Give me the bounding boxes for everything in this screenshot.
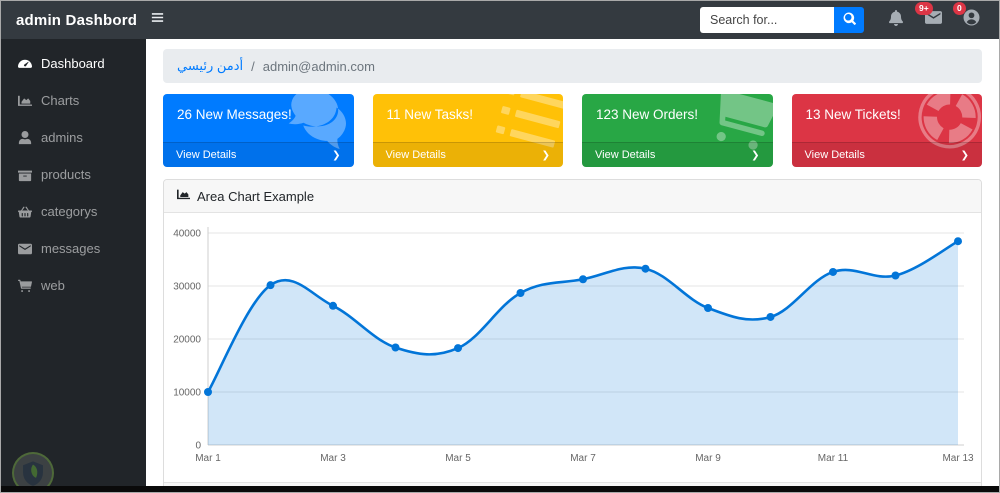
svg-text:10000: 10000 xyxy=(173,388,201,399)
sidebar-item-label: Charts xyxy=(41,93,80,108)
sidebar-item-label: admins xyxy=(41,130,83,145)
bell-icon xyxy=(888,9,904,31)
sidebar-item-label: web xyxy=(41,278,65,293)
sidebar-item-web[interactable]: web xyxy=(1,268,146,303)
stat-card-title: 11 New Tasks! xyxy=(386,107,474,122)
svg-text:Mar 1: Mar 1 xyxy=(195,453,221,464)
svg-text:Mar 13: Mar 13 xyxy=(942,453,974,464)
chevron-right-icon: ❯ xyxy=(541,149,550,161)
bottom-bar xyxy=(1,486,999,492)
chart-area-icon xyxy=(17,94,32,108)
navbar-search xyxy=(700,7,864,33)
view-details-label: View Details xyxy=(804,149,865,161)
chart-card-header: Area Chart Example xyxy=(164,180,981,213)
search-input[interactable] xyxy=(700,7,834,33)
stat-card-tasks[interactable]: 11 New Tasks! View Details ❯ xyxy=(372,94,563,167)
search-button[interactable] xyxy=(834,7,864,33)
stat-card-title: 123 New Orders! xyxy=(596,107,699,122)
box-icon xyxy=(17,168,32,182)
chart-area-icon xyxy=(177,188,190,204)
chevron-right-icon: ❯ xyxy=(751,149,760,161)
area-chart-card: Area Chart Example 0 10000 20000 30000 40000… xyxy=(163,179,982,492)
view-details-link[interactable]: View Details ❯ xyxy=(582,142,773,167)
sidebar-item-label: Dashboard xyxy=(41,56,105,71)
area-chart: 0 10000 20000 30000 40000 Mar 1 Mar 3 Mar 5 Mar … xyxy=(164,213,981,482)
breadcrumb-separator: / xyxy=(251,58,255,74)
alerts-button[interactable] xyxy=(888,9,904,31)
watermark-logo: كفيل xyxy=(10,452,56,492)
chevron-right-icon: ❯ xyxy=(332,149,341,161)
search-icon xyxy=(843,12,856,28)
svg-text:20000: 20000 xyxy=(173,335,201,346)
sidebar-item-admins[interactable]: admins xyxy=(1,120,146,155)
view-details-link[interactable]: View Details ❯ xyxy=(372,142,563,167)
sidebar-item-label: products xyxy=(41,167,91,182)
view-details-label: View Details xyxy=(595,149,656,161)
view-details-link[interactable]: View Details ❯ xyxy=(163,142,354,167)
svg-text:30000: 30000 xyxy=(173,282,201,293)
svg-text:Mar 5: Mar 5 xyxy=(445,453,471,464)
breadcrumb: أدمن رئيسي / admin@admin.com xyxy=(163,49,982,83)
user-icon xyxy=(17,130,32,145)
sidebar-item-categorys[interactable]: categorys xyxy=(1,194,146,229)
sidebar-item-label: messages xyxy=(41,241,101,256)
cart-icon xyxy=(17,279,32,293)
sidebar-nav: Dashboard Charts admins products categorys me… xyxy=(1,46,146,303)
user-count-badge: 0 xyxy=(953,2,966,15)
life-ring-icon xyxy=(908,94,982,162)
chevron-right-icon: ❯ xyxy=(960,149,969,161)
svg-text:0: 0 xyxy=(195,441,201,452)
envelope-icon xyxy=(17,242,32,256)
hamburger-icon xyxy=(150,10,165,30)
sidebar-toggle-button[interactable] xyxy=(150,10,165,30)
user-circle-icon xyxy=(963,9,980,31)
stat-card-messages[interactable]: 26 New Messages! View Details ❯ xyxy=(163,94,354,167)
main-content: أدمن رئيسي / admin@admin.com 26 New Mess… xyxy=(146,39,999,492)
stat-card-title: 26 New Messages! xyxy=(177,107,292,122)
stat-card-orders[interactable]: 123 New Orders! View Details ❯ xyxy=(582,94,773,167)
sidebar-item-charts[interactable]: Charts xyxy=(1,83,146,118)
top-navbar: admin Dashbord 9+ 0 xyxy=(1,1,999,39)
sidebar: Dashboard Charts admins products categorys me… xyxy=(1,39,146,492)
stat-card-title: 13 New Tickets! xyxy=(805,107,901,122)
svg-text:Mar 3: Mar 3 xyxy=(320,453,346,464)
tasks-icon xyxy=(489,94,563,162)
messages-count-badge: 9+ xyxy=(915,2,933,15)
view-details-label: View Details xyxy=(385,149,446,161)
chart-card-title: Area Chart Example xyxy=(197,188,315,204)
shield-logo-icon xyxy=(12,452,54,492)
sidebar-item-label: categorys xyxy=(41,204,98,219)
breadcrumb-current: admin@admin.com xyxy=(262,58,375,74)
breadcrumb-home-link[interactable]: أدمن رئيسي xyxy=(177,58,244,73)
brand-link[interactable]: admin Dashbord xyxy=(16,11,138,29)
svg-text:Mar 11: Mar 11 xyxy=(818,453,849,464)
view-details-label: View Details xyxy=(176,149,237,161)
sidebar-item-dashboard[interactable]: Dashboard xyxy=(1,46,146,81)
messages-button[interactable]: 9+ xyxy=(915,2,942,31)
svg-text:40000: 40000 xyxy=(173,229,201,240)
navbar-icon-group: 9+ 0 xyxy=(888,2,980,31)
cart-icon xyxy=(698,94,773,162)
svg-text:Mar 9: Mar 9 xyxy=(695,453,721,464)
tachometer-icon xyxy=(17,57,32,71)
sidebar-item-messages[interactable]: messages xyxy=(1,231,146,266)
user-menu-button[interactable]: 0 xyxy=(953,2,980,31)
stat-cards-row: 26 New Messages! View Details ❯ 11 New Task… xyxy=(163,94,982,167)
svg-text:Mar 7: Mar 7 xyxy=(570,453,596,464)
basket-icon xyxy=(17,205,32,219)
area-chart-svg: 0 10000 20000 30000 40000 Mar 1 Mar 3 Mar 5 Mar … xyxy=(173,227,974,464)
sidebar-item-products[interactable]: products xyxy=(1,157,146,192)
view-details-link[interactable]: View Details ❯ xyxy=(791,142,982,167)
stat-card-tickets[interactable]: 13 New Tickets! View Details ❯ xyxy=(791,94,982,167)
comments-icon xyxy=(279,94,353,162)
